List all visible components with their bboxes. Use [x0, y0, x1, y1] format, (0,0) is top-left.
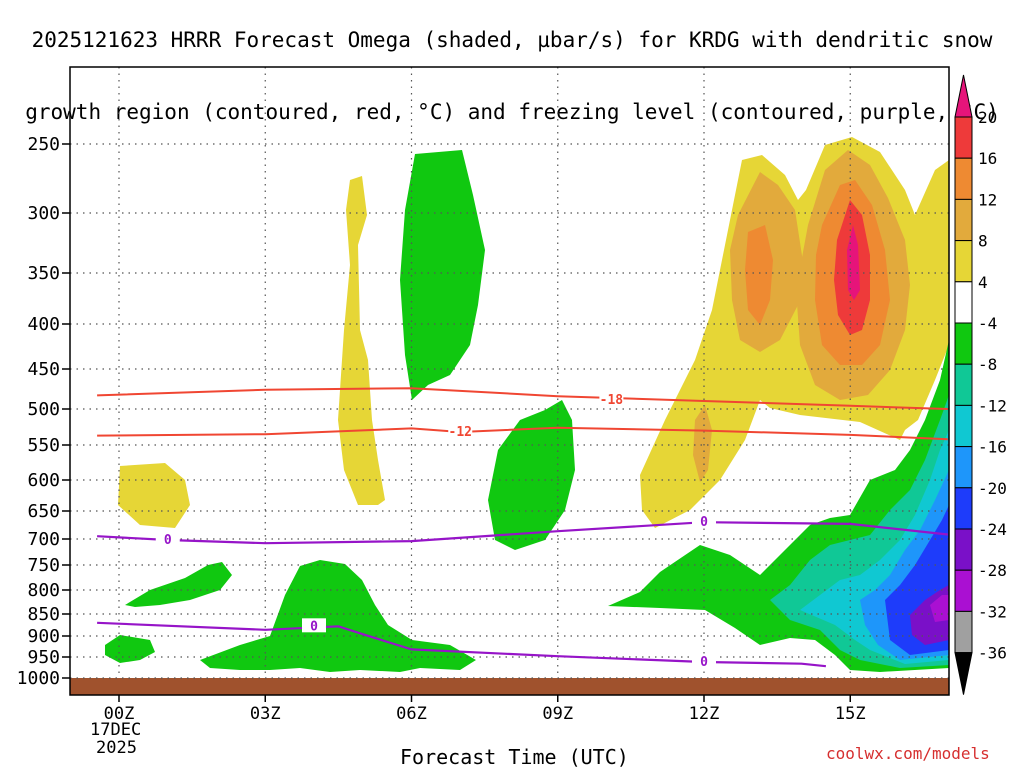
- y-tick-label-500: 500: [27, 399, 60, 420]
- omega-12-area-1: [745, 225, 773, 325]
- colorbar-segment-6: [954, 363, 973, 406]
- y-tick-label-850: 850: [27, 604, 60, 625]
- omega-negative-area-1: [400, 150, 485, 400]
- x-tick-label-06Z: 06Z: [396, 704, 427, 724]
- colorbar-label-12: -32: [978, 602, 1007, 621]
- omega-positive-area-2: [118, 463, 190, 528]
- source-credit: coolwx.com/models: [826, 744, 990, 763]
- colorbar-top-arrow: [954, 74, 973, 118]
- chart-title: 2025121623 HRRR Forecast Omega (shaded, …: [0, 4, 1024, 124]
- title-line-1: 2025121623 HRRR Forecast Omega (shaded, …: [31, 28, 993, 52]
- start-year-label: 2025: [96, 738, 137, 758]
- x-axis-label: Forecast Time (UTC): [400, 745, 629, 769]
- colorbar: 20 16 12 8 4 -4 -8 -12 -16 -20 -24 -28 -32 -36: [954, 74, 1007, 695]
- colorbar-label-4: 4: [978, 273, 988, 292]
- colorbar-segment-10: [954, 528, 973, 571]
- axes-layer: 2503003504004505005506006507007508008509…: [17, 66, 950, 724]
- start-date-label: 17DEC: [90, 720, 142, 740]
- contour-label-minus18: -18: [600, 393, 624, 408]
- y-tick-label-400: 400: [27, 314, 60, 335]
- colorbar-segment-8: [954, 446, 973, 489]
- contour-label-freezing-3: 0: [310, 619, 318, 634]
- omega-positive-area-1: [338, 176, 385, 505]
- colorbar-segment-3: [954, 240, 973, 283]
- contour-layer: -18 -12 0 0 0 0: [97, 387, 948, 670]
- contour-label-freezing-4-bg: [692, 654, 716, 669]
- colorbar-label-1: 16: [978, 149, 997, 168]
- plot-frame: [69, 66, 950, 696]
- colorbar-segment-1: [954, 157, 973, 200]
- contour-label-minus12-bg: [448, 424, 473, 439]
- y-tick-label-800: 800: [27, 580, 60, 601]
- dgz-contour-minus12: [97, 426, 948, 441]
- y-tick-label-450: 450: [27, 359, 60, 380]
- colorbar-label-11: -28: [978, 561, 1007, 580]
- colorbar-label-6: -8: [978, 355, 997, 374]
- omega-negative-area-4: [105, 635, 155, 663]
- ground-strip: [70, 678, 949, 695]
- contour-label-freezing-1-bg: [155, 532, 180, 547]
- title-line-2: growth region (contoured, red, °C) and f…: [25, 100, 999, 124]
- freezing-level-contour-lower: [97, 621, 827, 668]
- y-tick-label-900: 900: [27, 626, 60, 647]
- x-tick-label-09Z: 09Z: [542, 704, 573, 724]
- y-tick-label-700: 700: [27, 529, 60, 550]
- contour-label-minus12: -12: [449, 425, 472, 440]
- contour-label-minus18-bg: [599, 392, 624, 407]
- colorbar-segment-4: [954, 281, 973, 324]
- colorbar-label-3: 8: [978, 232, 988, 251]
- y-tick-label-300: 300: [27, 203, 60, 224]
- omega-shading-layer: [70, 137, 949, 695]
- colorbar-label-0: 20: [978, 108, 997, 127]
- colorbar-label-10: -24: [978, 520, 1007, 539]
- colorbar-segment-11: [954, 569, 973, 612]
- x-tick-label-12Z: 12Z: [689, 704, 720, 724]
- y-tick-label-350: 350: [27, 263, 60, 284]
- colorbar-label-2: 12: [978, 190, 997, 209]
- contour-label-freezing-2: 0: [700, 515, 708, 530]
- contour-label-freezing-1: 0: [164, 533, 172, 548]
- colorbar-segment-9: [954, 487, 973, 530]
- x-tick-label-00Z: 00Z: [104, 704, 135, 724]
- colorbar-bottom-arrow: [954, 652, 973, 695]
- x-tick-label-15Z: 15Z: [835, 704, 866, 724]
- colorbar-label-5: -4: [978, 314, 997, 333]
- omega-negative-area-3: [125, 562, 232, 607]
- x-tick-label-03Z: 03Z: [250, 704, 281, 724]
- omega-28-down-area: [930, 595, 949, 622]
- colorbar-label-8: -16: [978, 438, 1007, 457]
- y-tick-label-650: 650: [27, 501, 60, 522]
- colorbar-segment-2: [954, 198, 973, 242]
- freezing-level-contour-upper: [97, 521, 948, 545]
- colorbar-label-13: -36: [978, 644, 1007, 663]
- dgz-contour-minus18: [97, 387, 948, 410]
- y-tick-label-750: 750: [27, 555, 60, 576]
- contour-label-freezing-2-bg: [692, 514, 716, 529]
- y-tick-label-950: 950: [27, 647, 60, 668]
- y-tick-label-250: 250: [27, 134, 60, 155]
- omega-negative-area-5: [200, 560, 476, 672]
- y-tick-label-550: 550: [27, 435, 60, 456]
- colorbar-segment-0: [954, 116, 973, 159]
- contour-label-freezing-3-bg: [302, 618, 326, 633]
- colorbar-segment-5: [954, 322, 973, 365]
- y-tick-label-1000: 1000: [17, 668, 60, 689]
- grid-layer: [70, 67, 949, 679]
- contour-label-freezing-4: 0: [700, 655, 708, 670]
- y-tick-label-600: 600: [27, 470, 60, 491]
- omega-8-area-3: [693, 405, 712, 482]
- colorbar-label-7: -12: [978, 396, 1007, 415]
- omega-negative-area-2: [488, 400, 575, 550]
- colorbar-segment-12: [954, 610, 973, 654]
- colorbar-label-9: -20: [978, 479, 1007, 498]
- colorbar-segment-7: [954, 404, 973, 448]
